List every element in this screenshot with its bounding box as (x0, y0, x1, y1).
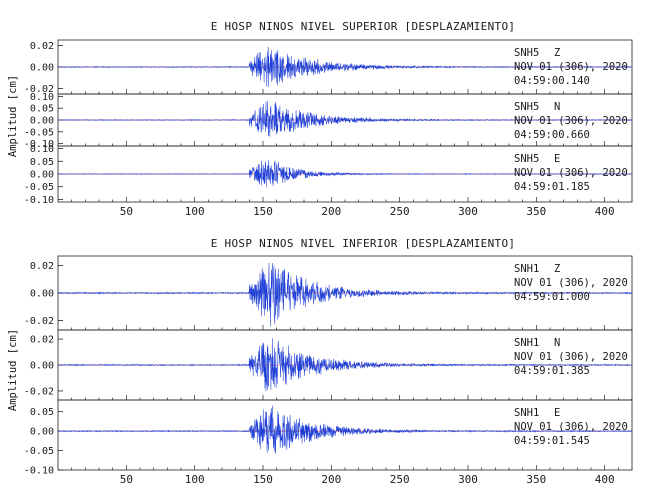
waveform-line (57, 405, 633, 454)
x-tick-label: 300 (458, 205, 478, 218)
trace-time: 04:59:01.000 (514, 291, 590, 303)
x-tick-label: 250 (390, 473, 410, 486)
x-tick-label: 50 (120, 473, 133, 486)
chart-upper-level: E HOSP NINOS NIVEL SUPERIOR [DESPLAZAMIE… (7, 20, 633, 218)
y-tick-label: 0.10 (30, 144, 54, 155)
component-code: E (554, 407, 560, 419)
x-tick-label: 300 (458, 473, 478, 486)
station-code: SNH1 (514, 337, 539, 349)
component-code: Z (554, 263, 560, 275)
x-tick-label: 200 (321, 473, 341, 486)
waveform-line (57, 262, 633, 327)
y-tick-label: 0.00 (30, 427, 54, 438)
y-tick-label: -0.10 (24, 466, 54, 477)
y-tick-label: 0.00 (30, 289, 54, 300)
x-tick-label: 250 (390, 205, 410, 218)
trace-panel-snh5-z: 0.02 0.00 -0.02 SNH5 Z NOV 01 (306), 2020 04:5… (24, 39, 633, 95)
x-tick-label: 150 (253, 473, 273, 486)
station-code: SNH5 (514, 153, 539, 165)
y-tick-label: -0.10 (24, 195, 54, 206)
x-tick-label: 150 (253, 205, 273, 218)
waveform-line (57, 46, 633, 87)
y-tick-label: 0.02 (30, 41, 54, 52)
trace-time: 04:59:00.660 (514, 129, 590, 141)
trace-date: NOV 01 (306), 2020 (514, 277, 628, 289)
y-tick-label: -0.05 (24, 182, 54, 193)
y-tick-label: 0.05 (30, 407, 54, 418)
x-tick-label: 350 (526, 205, 546, 218)
waveform-line (57, 100, 633, 137)
x-tick-label: 200 (321, 205, 341, 218)
x-tick-label: 100 (185, 473, 205, 486)
y-tick-label: 0.02 (30, 261, 54, 272)
station-code: SNH1 (514, 263, 539, 275)
station-code: SNH1 (514, 407, 539, 419)
component-code: Z (554, 47, 560, 59)
y-axis-label: Amplitud [cm] (7, 75, 19, 157)
x-tick-label: 400 (595, 473, 615, 486)
trace-time: 04:59:00.140 (514, 75, 590, 87)
trace-time: 04:59:01.545 (514, 435, 590, 447)
trace-date: NOV 01 (306), 2020 (514, 167, 628, 179)
y-tick-label: -0.02 (24, 386, 54, 397)
x-tick-label: 400 (595, 205, 615, 218)
x-tick-label: 350 (526, 473, 546, 486)
trace-panel-snh1-n: 0.02 0.00 -0.02 SNH1 N NOV 01 (306), 2020 04:5… (24, 329, 633, 401)
y-tick-label: -0.05 (24, 127, 54, 138)
y-tick-label: 0.05 (30, 157, 54, 168)
y-tick-label: 0.00 (30, 361, 54, 372)
component-code: N (554, 101, 560, 113)
x-tick-label: 50 (120, 205, 133, 218)
x-tick-label: 100 (185, 205, 205, 218)
trace-time: 04:59:01.385 (514, 365, 590, 377)
trace-date: NOV 01 (306), 2020 (514, 61, 628, 73)
chart-title: E HOSP NINOS NIVEL INFERIOR [DESPLAZAMIE… (211, 237, 516, 250)
trace-date: NOV 01 (306), 2020 (514, 421, 628, 433)
component-code: E (554, 153, 560, 165)
y-tick-label: -0.10 (24, 139, 54, 150)
y-tick-label: -0.05 (24, 446, 54, 457)
y-tick-label: 0.00 (30, 170, 54, 181)
station-code: SNH5 (514, 47, 539, 59)
y-axis-label: Amplitud [cm] (7, 329, 19, 411)
chart-title: E HOSP NINOS NIVEL SUPERIOR [DESPLAZAMIE… (211, 20, 516, 33)
y-tick-label: 0.00 (30, 116, 54, 127)
y-tick-label: 0.10 (30, 92, 54, 103)
trace-time: 04:59:01.185 (514, 181, 590, 193)
y-tick-label: 0.02 (30, 335, 54, 346)
y-tick-label: -0.02 (24, 316, 54, 327)
y-tick-label: 0.05 (30, 104, 54, 115)
trace-panel-snh5-e: 0.10 0.05 0.00-0.05 -0.10 SNH5 E NOV 01 (306),… (24, 144, 633, 206)
trace-panel-snh5-n: 0.100.050.00-0.05-0.10 SNH5 N NOV 01 (306),… (24, 92, 633, 150)
trace-date: NOV 01 (306), 2020 (514, 351, 628, 363)
waveform-line (57, 160, 633, 187)
station-code: SNH5 (514, 101, 539, 113)
y-tick-label: 0.00 (30, 63, 54, 74)
chart-lower-level: E HOSP NINOS NIVEL INFERIOR [DESPLAZAMIE… (7, 237, 633, 486)
trace-panel-snh1-e: 0.05 0.00 -0.05 -0.10 SNH1 E NOV 01 (306), 202… (24, 399, 633, 477)
trace-panel-snh1-z: 0.02 0.00 -0.02 SNH1 Z NOV 01 (306), 2020 04:5… (24, 255, 633, 331)
component-code: N (554, 337, 560, 349)
waveform-line (57, 338, 633, 392)
trace-date: NOV 01 (306), 2020 (514, 115, 628, 127)
y-tick-label: -0.02 (24, 84, 54, 95)
